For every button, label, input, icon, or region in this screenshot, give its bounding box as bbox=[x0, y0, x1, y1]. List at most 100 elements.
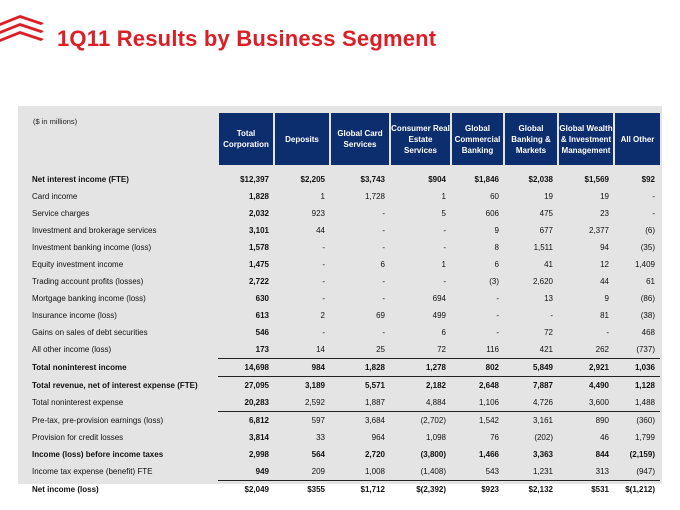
table-row: Investment and brokerage services 3,101 44… bbox=[29, 222, 660, 239]
segment-value-cell: 802 bbox=[451, 358, 504, 377]
table-row: Income tax expense (benefit) FTE 949 209 1,… bbox=[29, 463, 660, 481]
segment-value-cell: 1,828 bbox=[330, 358, 390, 377]
total-corporation-cell: 546 bbox=[255, 328, 269, 337]
column-header: Global Banking & Markets bbox=[503, 113, 558, 165]
total-corporation-cell: 6,812 bbox=[248, 416, 269, 425]
segment-value-cell: 923 bbox=[311, 209, 325, 218]
segment-value-cell: (86) bbox=[640, 294, 655, 303]
total-corporation-cell: 1,475 bbox=[248, 260, 269, 269]
total-corporation-cell: 2,722 bbox=[248, 277, 269, 286]
segment-value-cell: 262 bbox=[558, 341, 614, 359]
segment-value-cell: $904 bbox=[428, 175, 446, 184]
segment-value-cell: - bbox=[443, 277, 446, 286]
table-row: Total revenue, net of interest expense (… bbox=[29, 377, 660, 395]
total-corporation-cell: 2,998 bbox=[248, 450, 269, 459]
segment-value-cell: - bbox=[606, 328, 609, 337]
segment-value-cell: - bbox=[496, 311, 499, 320]
row-label: Net interest income (FTE) bbox=[32, 175, 129, 184]
column-header: Global Card Services bbox=[329, 113, 390, 165]
segment-value-cell: 72 bbox=[390, 341, 451, 359]
segment-value-cell: 7,887 bbox=[532, 381, 553, 390]
segment-value-cell: 313 bbox=[558, 463, 614, 481]
row-label: Insurance income (loss) bbox=[32, 311, 117, 320]
segment-value-cell: - bbox=[496, 328, 499, 337]
total-corporation-cell: 613 bbox=[255, 311, 269, 320]
segment-value-cell: 2,720 bbox=[364, 450, 385, 459]
segment-value-cell: 72 bbox=[544, 328, 553, 337]
segment-value-cell: $(1,212) bbox=[625, 485, 655, 494]
segment-value-cell: 1,128 bbox=[634, 381, 655, 390]
segment-value-cell: 3,161 bbox=[532, 416, 553, 425]
total-corporation-cell: 1,578 bbox=[248, 243, 269, 252]
segment-value-cell: 964 bbox=[371, 433, 385, 442]
segment-value-cell: $2,132 bbox=[528, 485, 553, 494]
row-label: Equity investment income bbox=[32, 260, 124, 269]
content-panel bbox=[18, 106, 662, 484]
row-label: Investment banking income (loss) bbox=[32, 243, 152, 252]
segment-value-cell: 44 bbox=[600, 277, 609, 286]
segment-value-cell: 1,728 bbox=[364, 192, 385, 201]
segment-value-cell: 46 bbox=[600, 433, 609, 442]
row-label: Provision for credit losses bbox=[32, 433, 124, 442]
segment-value-cell: 94 bbox=[600, 243, 609, 252]
segment-value-cell: 564 bbox=[311, 450, 325, 459]
table-body: Net interest income (FTE) $12,397 $2,205 $3… bbox=[29, 165, 660, 498]
segment-value-cell: 9 bbox=[604, 294, 609, 303]
table-row: Pre-tax, pre-provision earnings (loss) 6,… bbox=[29, 412, 660, 430]
table-row: Net income (loss) $2,049 $355 $1,712 $(2,392… bbox=[29, 481, 660, 499]
total-corporation-cell: 630 bbox=[255, 294, 269, 303]
segment-value-cell: 1,231 bbox=[504, 463, 558, 481]
row-label: All other income (loss) bbox=[32, 345, 112, 355]
column-header: Deposits bbox=[273, 113, 330, 165]
row-label: Total noninterest income bbox=[32, 363, 127, 372]
segment-value-cell: 69 bbox=[376, 311, 385, 320]
segment-value-cell: 3,600 bbox=[558, 394, 614, 412]
segment-value-cell: $3,743 bbox=[360, 175, 385, 184]
segment-value-cell: 1,466 bbox=[478, 450, 499, 459]
segment-value-cell: 9 bbox=[494, 226, 499, 235]
segment-value-cell: $1,846 bbox=[474, 175, 499, 184]
segment-value-cell: 3,684 bbox=[364, 416, 385, 425]
segment-value-cell: 12 bbox=[600, 260, 609, 269]
segment-value-cell: 2,648 bbox=[478, 381, 499, 390]
segment-value-cell: 5,849 bbox=[504, 358, 558, 377]
segment-value-cell: 1,887 bbox=[330, 394, 390, 412]
table-row: Provision for credit losses 3,814 33 964 1,0… bbox=[29, 429, 660, 446]
segment-value-cell: 1,511 bbox=[533, 243, 553, 252]
segment-value-cell: 44 bbox=[316, 226, 325, 235]
table-header-row: Total Corporation Deposits Global Card S… bbox=[29, 113, 660, 165]
segment-value-cell: (38) bbox=[640, 311, 655, 320]
row-label: Total noninterest expense bbox=[32, 398, 124, 408]
segment-value-cell: 81 bbox=[600, 311, 609, 320]
segment-value-cell: - bbox=[496, 294, 499, 303]
segment-value-cell: - bbox=[550, 311, 553, 320]
table-row: Insurance income (loss) 613 2 69 499 - - 81 (38) bbox=[29, 307, 660, 324]
segment-value-cell: (737) bbox=[614, 341, 660, 359]
segment-value-cell: 1,278 bbox=[390, 358, 451, 377]
segment-value-cell: 19 bbox=[600, 192, 609, 201]
row-label: Total revenue, net of interest expense (… bbox=[32, 380, 198, 390]
total-corporation-cell: 14,698 bbox=[218, 358, 274, 377]
segment-value-cell: $92 bbox=[641, 175, 655, 184]
segment-value-cell: 116 bbox=[451, 341, 504, 359]
segment-value-cell: 1 bbox=[320, 192, 325, 201]
table-row: Mortgage banking income (loss) 630 - - 694 - 1… bbox=[29, 290, 660, 307]
total-corporation-cell: 3,814 bbox=[248, 433, 269, 442]
row-label: Card income bbox=[32, 192, 78, 201]
segment-value-cell: 468 bbox=[641, 328, 655, 337]
segment-value-cell: $1,712 bbox=[360, 485, 385, 494]
segment-value-cell: $531 bbox=[591, 485, 609, 494]
table-row: Total noninterest income 14,698 984 1,828 1,… bbox=[29, 358, 660, 377]
segment-value-cell: 3,363 bbox=[532, 450, 553, 459]
table-row: Card income 1,828 1 1,728 1 60 19 19 - bbox=[29, 188, 660, 205]
table-row: Equity investment income 1,475 - 6 1 6 41 12 1,4… bbox=[29, 256, 660, 273]
table-row: Trading account profits (losses) 2,722 - - -… bbox=[29, 273, 660, 290]
segment-value-cell: 3,189 bbox=[304, 381, 325, 390]
row-label: Gains on sales of debt securities bbox=[32, 328, 148, 337]
segment-value-cell: (1,408) bbox=[390, 463, 451, 481]
table-row: Income (loss) before income taxes 2,998 56… bbox=[29, 446, 660, 463]
segment-value-cell: 543 bbox=[451, 463, 504, 481]
segment-value-cell: (2,159) bbox=[629, 450, 655, 459]
segment-value-cell: 694 bbox=[432, 294, 446, 303]
segment-value-cell: (947) bbox=[614, 463, 660, 481]
